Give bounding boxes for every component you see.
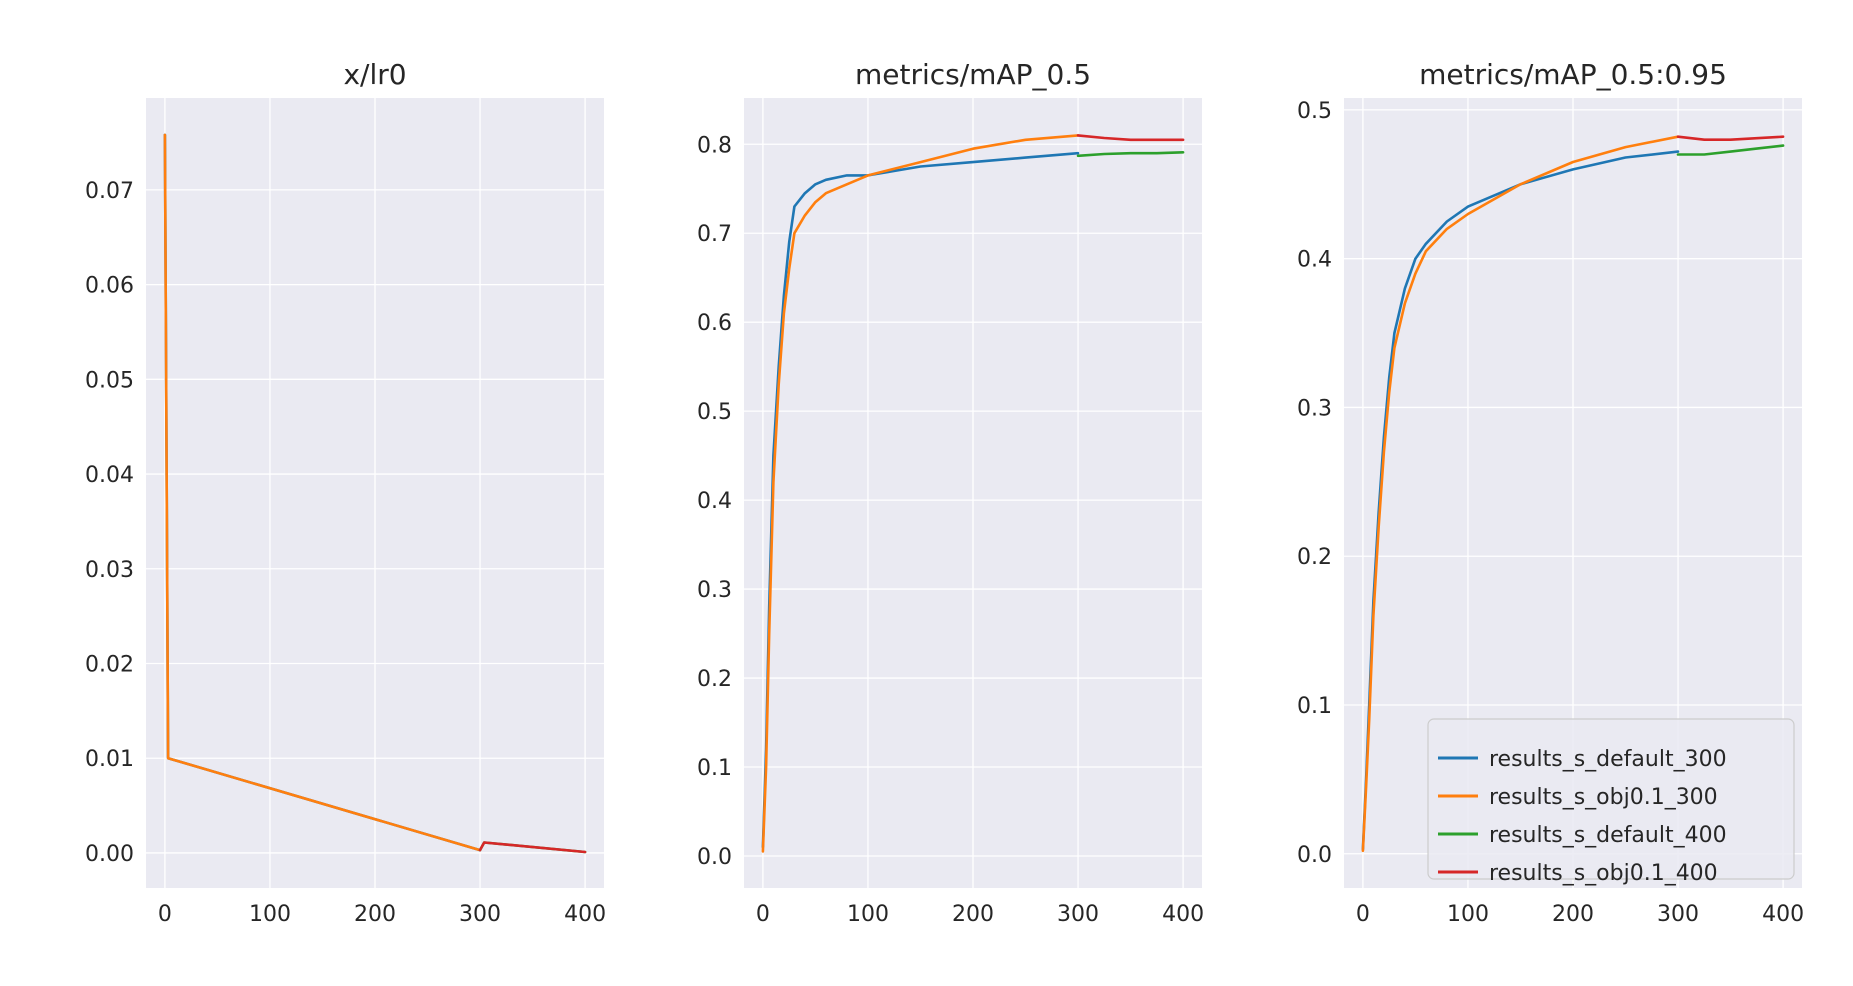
series-line-results-s-obj0-1-300	[163, 133, 482, 852]
x-tick-label: 200	[1552, 902, 1594, 927]
y-tick-label: 0.00	[85, 842, 134, 867]
series-line-results-s-obj0-1-400	[1076, 134, 1185, 142]
series-line-results-s-obj0-1-300	[1361, 135, 1680, 853]
legend: results_s_default_300 results_s_obj0.1_30…	[1427, 718, 1795, 886]
y-tick-label: 0.3	[1297, 396, 1332, 421]
legend-entry-label: results_s_obj0.1_400	[1489, 861, 1718, 886]
series-line-results-s-obj0-1-300	[761, 134, 1080, 853]
y-tick-label: 0.2	[1297, 545, 1332, 570]
series-line-results-s-default-400	[1676, 144, 1785, 156]
x-tick-label: 0	[1356, 902, 1370, 927]
subplot-lr0: 0 100 200 300 400 0.00 0.01 0.02 0.03 0.04 0.05 0.0…	[85, 58, 606, 927]
y-tick-label: 0.0	[697, 845, 732, 870]
series-line-results-s-default-400	[1076, 151, 1185, 158]
x-tick-label: 200	[354, 902, 396, 927]
y-tick-label: 0.4	[1297, 248, 1332, 273]
y-tick-label: 0.3	[697, 578, 732, 603]
x-tick-label: 200	[952, 902, 994, 927]
y-tick-label: 0.03	[85, 558, 134, 583]
y-tick-label: 0.07	[85, 179, 134, 204]
y-tick-label: 0.01	[85, 747, 134, 772]
y-tick-label: 0.5	[1297, 99, 1332, 124]
x-tick-label: 400	[564, 902, 606, 927]
y-tick-label: 0.6	[697, 311, 732, 336]
subplot-map-0-5: 0 100 200 300 400 0.0 0.1 0.2 0.3 0.4 0.5 0.6 0.7 0.8…	[697, 58, 1204, 927]
chart-title: metrics/mAP_0.5:0.95	[1419, 58, 1727, 91]
y-tick-label: 0.8	[697, 133, 732, 158]
y-tick-label: 0.1	[697, 756, 732, 781]
x-tick-label: 100	[847, 902, 889, 927]
x-tick-label: 0	[756, 902, 770, 927]
chart-title: x/lr0	[343, 58, 406, 91]
x-tick-label: 100	[1447, 902, 1489, 927]
legend-entry-label: results_s_obj0.1_300	[1489, 785, 1718, 810]
y-tick-label: 0.1	[1297, 694, 1332, 719]
series-line-results-s-obj0-1-400	[478, 841, 587, 854]
y-tick-label: 0.05	[85, 368, 134, 393]
y-tick-label: 0.7	[697, 222, 732, 247]
y-tick-label: 0.04	[85, 463, 134, 488]
series-line-results-s-obj0-1-400	[1676, 135, 1785, 141]
y-tick-label: 0.0	[1297, 843, 1332, 868]
x-tick-label: 300	[1057, 902, 1099, 927]
y-tick-label: 0.4	[697, 489, 732, 514]
chart-title: metrics/mAP_0.5	[855, 58, 1091, 91]
legend-box	[1427, 718, 1795, 880]
x-tick-label: 300	[459, 902, 501, 927]
x-tick-label: 100	[249, 902, 291, 927]
y-tick-label: 0.2	[697, 667, 732, 692]
y-tick-label: 0.02	[85, 653, 134, 678]
x-tick-label: 400	[1162, 902, 1204, 927]
x-tick-label: 400	[1762, 902, 1804, 927]
x-tick-label: 0	[158, 902, 172, 927]
legend-entry-label: results_s_default_300	[1489, 747, 1727, 772]
y-tick-label: 0.06	[85, 274, 134, 299]
legend-entry-label: results_s_default_400	[1489, 823, 1727, 848]
y-tick-label: 0.5	[697, 400, 732, 425]
x-tick-label: 300	[1657, 902, 1699, 927]
